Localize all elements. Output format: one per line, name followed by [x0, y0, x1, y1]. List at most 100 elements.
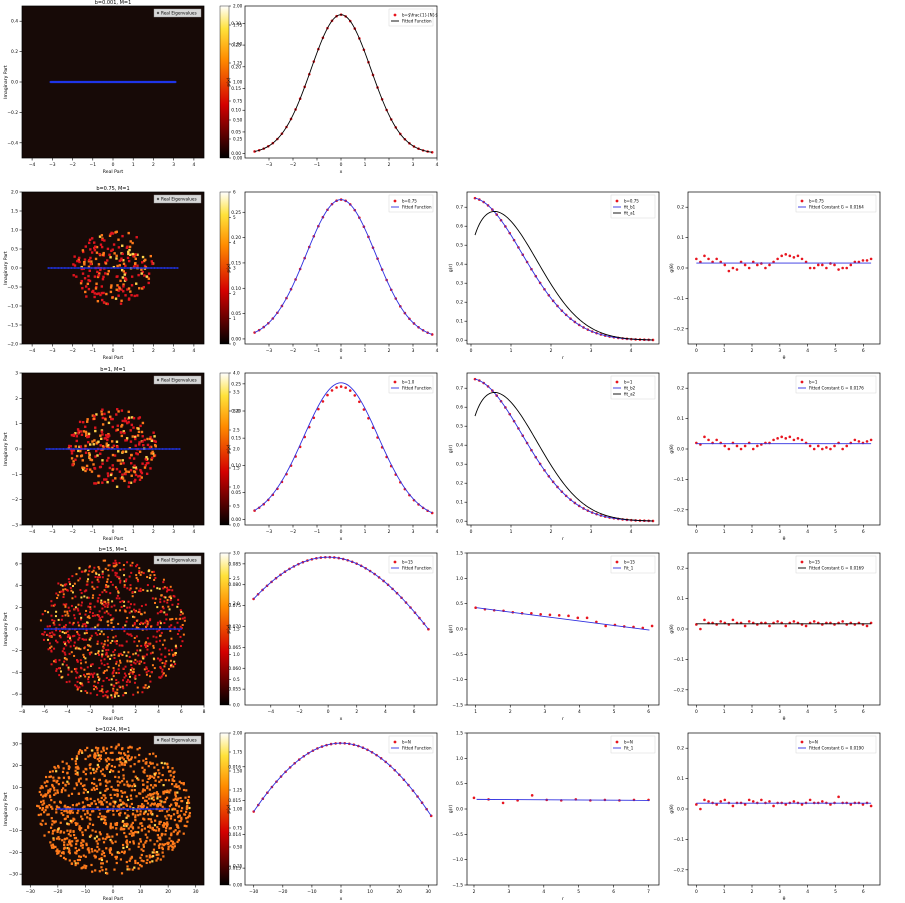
eigenvalue-cell: [121, 850, 124, 853]
eigenvalue-cell: [91, 810, 94, 813]
real-eigenvalue-point: [117, 808, 119, 810]
eigenvalue-cell: [122, 262, 126, 266]
eigenvalue-cell: [144, 810, 147, 813]
eigenvalue-cell: [138, 589, 141, 592]
data-point: [808, 444, 812, 448]
eigenvalue-cell: [104, 586, 107, 589]
eigenvalue-cell: [124, 580, 127, 583]
eigenvalue-cell: [87, 578, 90, 581]
eigenvalue-cell: [140, 571, 143, 574]
eigenvalue-cell: [102, 601, 105, 604]
eigenvalue-cell: [152, 828, 156, 832]
real-eigenvalue-point: [139, 808, 142, 810]
x-tick-label: 4: [436, 162, 439, 168]
eigenvalue-cell: [97, 597, 100, 600]
eigenvalue-cell: [155, 804, 158, 807]
legend-frame: [388, 555, 434, 574]
y-axis-label: p(x): [226, 77, 232, 86]
eigenvalue-cell: [43, 794, 46, 797]
eigenvalue-cell: [82, 854, 85, 857]
eigenvalue-cell: [39, 619, 42, 622]
eigenvalue-cell: [134, 819, 137, 822]
eigenvalue-cell: [87, 265, 91, 268]
eigenvalue-cell: [151, 450, 154, 454]
eigenvalue-cell: [163, 790, 166, 793]
y-axis-label: g(r): [448, 625, 454, 634]
eigenvalue-cell: [96, 299, 100, 303]
eigenvalue-cell: [163, 611, 166, 614]
eigenvalue-cell: [158, 780, 161, 783]
eigenvalue-cell: [147, 281, 150, 285]
eigenvalue-cell: [152, 644, 155, 647]
legend-marker: [615, 740, 619, 744]
eigenvalue-cell: [146, 575, 149, 578]
eigenvalue-cell: [129, 805, 132, 808]
eigenvalue-cell: [60, 808, 63, 811]
x-axis-label: x: [340, 537, 343, 542]
data-point: [595, 620, 598, 624]
eigenvalue-cell: [141, 421, 145, 425]
eigenvalue-cell: [89, 611, 92, 614]
eigenvalue-cell: [123, 276, 127, 280]
eigenvalue-cell: [106, 644, 109, 647]
eigenvalue-cell: [130, 660, 133, 663]
eigenvalue-cell: [90, 251, 94, 254]
eigenvalue-cell: [114, 775, 117, 778]
eigenvalue-cell: [123, 691, 126, 694]
legend-marker: [156, 11, 160, 15]
eigenvalue-cell: [134, 444, 137, 447]
eigenvalue-cell: [106, 474, 110, 478]
eigenvalue-cell: [170, 832, 173, 835]
eigenvalue-cell: [172, 771, 175, 774]
eigenvalue-cell: [117, 294, 120, 297]
data-point: [772, 438, 775, 442]
eigenvalue-cell: [93, 482, 96, 485]
eigenvalue-cell: [120, 258, 123, 262]
eigenvalue-cell: [96, 693, 99, 696]
eigenvalue-cell: [165, 590, 168, 593]
x-tick-label: −3: [49, 529, 56, 535]
eigenvalue-cell: [128, 848, 131, 851]
eigenvalue-cell: [102, 749, 106, 752]
eigenvalue-cell: [122, 768, 125, 771]
eigenvalue-cell: [102, 671, 105, 674]
eigenvalue-cell: [142, 788, 145, 791]
eigenvalue-cell: [121, 459, 124, 462]
eigenvalue-cell: [181, 807, 184, 810]
eigenvalue-cell: [105, 747, 109, 750]
colorbar-tick-label: 0.00: [233, 883, 243, 888]
y-tick-label: 0.075: [228, 603, 241, 609]
legend: Real Eigenvalues: [153, 735, 202, 745]
eigenvalue-cell: [57, 582, 60, 585]
eigenvalue-cell: [126, 868, 129, 871]
real-eigenvalue-point: [142, 81, 145, 83]
eigenvalue-cell: [94, 685, 97, 688]
eigenvalue-cell: [153, 784, 156, 787]
eigenvalue-cell: [83, 864, 86, 867]
eigenvalue-cell: [62, 852, 65, 855]
eigenvalue-cell: [145, 472, 149, 476]
eigenvalue-cell: [77, 449, 80, 453]
data-point: [833, 263, 836, 267]
x-axis-label: x: [340, 717, 343, 722]
eigenvalue-cell: [87, 826, 90, 829]
eigenvalue-cell: [81, 601, 84, 604]
eigenvalue-cell: [123, 783, 126, 786]
eigenvalue-cell: [125, 438, 128, 442]
eigenvalue-cell: [120, 288, 123, 291]
eigenvalue-cell: [45, 784, 48, 788]
real-eigenvalue-point: [138, 628, 141, 630]
eigenvalue-cell: [143, 686, 146, 689]
eigenvalue-cell: [114, 574, 117, 577]
eigenvalue-cell: [115, 467, 119, 471]
eigenvalue-cell: [70, 457, 74, 460]
eigenvalue-cell: [49, 796, 52, 799]
eigenvalue-cell: [53, 801, 56, 804]
eigenvalue-cell: [168, 596, 171, 599]
eigenvalue-cell: [158, 809, 161, 812]
eigenvalue-cell: [132, 426, 135, 429]
eigenvalue-cell: [80, 827, 83, 830]
eigenvalue-cell: [104, 871, 108, 875]
eigenvalue-cell: [125, 860, 128, 864]
x-tick-label: −3: [49, 348, 56, 354]
